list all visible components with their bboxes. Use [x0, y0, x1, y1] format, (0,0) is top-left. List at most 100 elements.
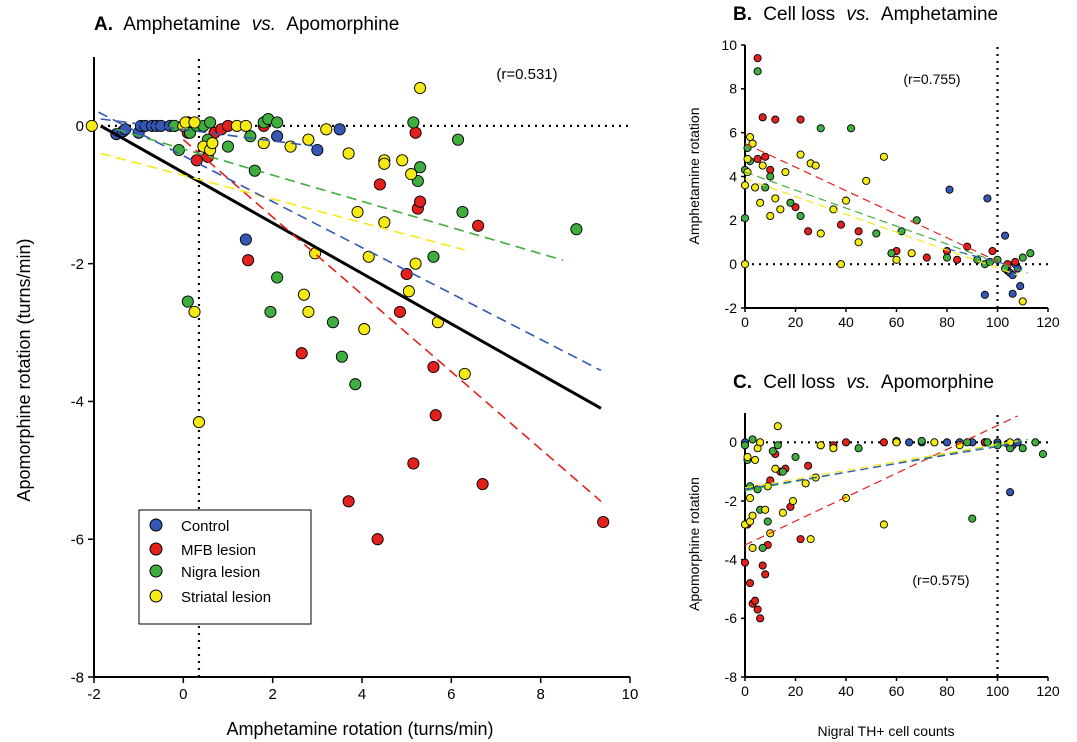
panel-a-point-striatal-lesion	[358, 323, 371, 336]
panel-b-point-striatal-lesion	[1018, 297, 1027, 306]
panel-a-fit-line-2	[182, 139, 602, 502]
panel-a-point-control	[311, 143, 324, 157]
panel-c-point-mfb-lesion	[796, 535, 805, 544]
panel-b-point-nigra-lesion	[847, 124, 856, 133]
panel-c-x-tick-label: 0	[741, 683, 749, 699]
panel-a-point-mfb-lesion	[400, 267, 413, 281]
panel-c-point-striatal-lesion	[748, 543, 757, 552]
panel-a-point-nigra-lesion	[570, 223, 583, 236]
panel-a-fit-line-0	[99, 124, 602, 410]
panel-b-point-striatal-lesion	[756, 198, 765, 207]
panel-b-x-tick-label: 0	[741, 314, 749, 330]
panel-c-point-nigra-lesion	[753, 485, 762, 494]
legend-marker-striatal	[149, 589, 163, 603]
panel-a-point-mfb-lesion	[427, 360, 440, 374]
panel-a-point-mfb-lesion	[429, 409, 442, 422]
panel-c-point-striatal-lesion	[748, 511, 757, 520]
panel-b-point-nigra-lesion	[796, 211, 805, 220]
panel-b-point-striatal-lesion	[766, 211, 775, 220]
panel-b-point-control	[945, 185, 954, 194]
legend: Control MFB lesion Nigra lesion Striatal…	[138, 509, 312, 625]
legend-entry-striatal: Striatal lesion	[149, 589, 271, 606]
panel-b-point-mfb-lesion	[753, 54, 762, 63]
panel-b-y-tick-label: 6	[729, 125, 737, 141]
panel-c-letter: C.	[733, 372, 752, 393]
panel-c-point-nigra-lesion	[983, 438, 992, 447]
panel-a-correlation-annotation: (r=0.531)	[496, 66, 557, 83]
panel-b-point-mfb-lesion	[953, 255, 962, 264]
panel-b-x-tick-label: 60	[889, 314, 905, 330]
panel-a-point-striatal-lesion	[302, 305, 315, 318]
panel-c-x-tick-label: 60	[889, 683, 905, 699]
panel-b-point-mfb-lesion	[988, 246, 997, 256]
panel-b-x-tick-label: 120	[1036, 314, 1060, 330]
panel-b-point-striatal-lesion	[748, 139, 757, 148]
panel-a-point-striatal-lesion	[405, 168, 418, 181]
panel-b-point-striatal-lesion	[854, 238, 863, 247]
panel-a-point-striatal-lesion	[409, 257, 422, 270]
panel-b-fit-line-1	[744, 171, 1029, 274]
panel-c-point-mfb-lesion	[751, 596, 760, 605]
panel-b-point-control	[1016, 282, 1025, 291]
panel-c-point-mfb-lesion	[746, 579, 755, 588]
panel-a-title-part-1: Amphetamine	[123, 14, 240, 35]
panel-a-point-mfb-lesion	[393, 305, 407, 318]
panel-a-point-striatal-lesion	[302, 133, 315, 146]
panel-c-point-nigra-lesion	[763, 517, 772, 526]
legend-label-mfb: MFB lesion	[181, 542, 256, 559]
panel-a-point-striatal-lesion	[458, 367, 471, 380]
panel-b-point-mfb-lesion	[804, 227, 813, 236]
panel-b-point-mfb-lesion	[922, 253, 931, 262]
panel-a-point-striatal-lesion	[396, 154, 409, 167]
panel-c-y-tick-label: -4	[725, 552, 738, 568]
panel-a-point-mfb-lesion	[371, 533, 384, 546]
panel-b-point-nigra-lesion	[942, 253, 952, 262]
legend-marker-control	[149, 518, 163, 532]
panel-c-point-nigra-lesion	[778, 467, 787, 476]
panel-b-point-striatal-lesion	[743, 154, 752, 164]
panel-c-title-part-3: Apomorphine	[881, 372, 994, 393]
panel-c-point-striatal-lesion	[788, 496, 798, 506]
panel-c-plot: 0 20 40 60 80 100 120 -8 -6 -4 -2 0	[725, 413, 1060, 699]
panel-a-point-control	[271, 130, 284, 143]
panel-a-point-striatal-lesion	[297, 288, 310, 301]
legend-marker-mfb	[149, 542, 163, 556]
panel-b-point-control	[1008, 271, 1017, 280]
panel-b-x-tick-label: 40	[838, 314, 854, 330]
panel-a-point-nigra-lesion	[451, 133, 465, 146]
panel-c-x-tick-label: 80	[939, 683, 955, 699]
panel-b-point-mfb-lesion	[836, 220, 846, 229]
panel-b-point-control	[1008, 289, 1017, 298]
panel-a-x-tick-label: -2	[87, 686, 100, 703]
panel-b-point-mfb-lesion	[766, 165, 775, 174]
panel-c-point-control	[905, 438, 914, 447]
panel-b-point-nigra-lesion	[816, 124, 825, 133]
panel-a-letter: A.	[94, 14, 113, 35]
panel-a-point-nigra-lesion	[349, 378, 362, 391]
panel-b-point-nigra-lesion	[766, 172, 775, 181]
panel-b-y-tick-label: -2	[725, 300, 738, 316]
panel-c-y-tick-label: -8	[725, 669, 738, 685]
panel-b-point-mfb-lesion	[796, 115, 805, 124]
panel-a-point-mfb-lesion	[342, 495, 355, 508]
panel-c-y-axis-label: Apomorphine rotation	[686, 477, 702, 611]
panel-b-y-tick-label: 0	[729, 256, 737, 272]
panel-c-point-striatal-lesion	[829, 444, 838, 453]
panel-c-point-nigra-lesion	[1038, 450, 1047, 459]
panel-a-point-mfb-lesion	[242, 254, 255, 267]
panel-b-point-control	[983, 194, 992, 203]
panel-a-y-tick-label: 0	[76, 118, 84, 135]
panel-a-point-nigra-lesion	[335, 350, 348, 363]
panel-b-point-nigra-lesion	[1026, 249, 1035, 258]
panel-a-point-striatal-lesion	[414, 81, 427, 95]
panel-c-point-striatal-lesion	[930, 438, 939, 447]
panel-a-y-tick-label: -2	[71, 256, 84, 273]
legend-label-striatal: Striatal lesion	[181, 589, 271, 606]
panel-c-point-striatal-lesion	[892, 438, 901, 447]
panel-b-x-tick-label: 100	[986, 314, 1010, 330]
panel-c-point-nigra-lesion	[768, 447, 777, 456]
panel-b-title: B. Cell loss vs. Amphetamine	[733, 4, 998, 25]
panel-a-y-tick-label: -8	[71, 669, 84, 686]
panel-b-fit-line-3	[946, 248, 1023, 270]
panel-a-point-nigra-lesion	[271, 116, 284, 129]
